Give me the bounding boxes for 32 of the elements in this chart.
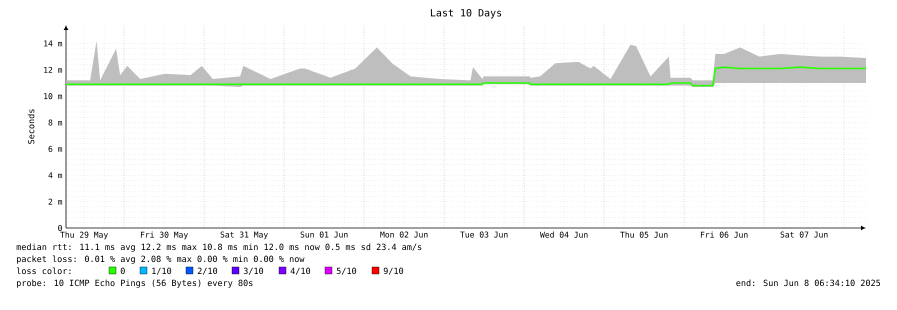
x-tick-label: Fri 30 May	[140, 232, 188, 240]
x-tick-label: Sun 01 Jun	[300, 232, 348, 238]
text: loss color:	[16, 267, 70, 274]
y-tick-label: 0	[58, 224, 62, 232]
text: probe: 10 ICMP Echo Pings (56 Bytes) every 80s	[17, 280, 252, 288]
y-tick-label: 10 m	[44, 93, 62, 100]
legend-label: 2/10	[198, 268, 218, 275]
legend-label: 0	[120, 268, 125, 274]
y-tick-label: 14 m	[44, 40, 62, 46]
y-tick-label: 6 m	[48, 146, 62, 152]
y-tick-label: 12 m	[44, 66, 62, 73]
y-tick-label: 2 m	[48, 198, 62, 205]
x-tick-label: Sat 31 May	[220, 232, 268, 240]
x-tick-label: Thu 29 May	[60, 232, 108, 240]
chart-title: Last 10 Days	[430, 8, 502, 18]
x-tick-label: Tue 03 Jun	[460, 232, 508, 238]
x-tick-label: Wed 04 Jun	[540, 232, 588, 238]
x-tick-label: Mon 02 Jun	[380, 232, 428, 238]
legend-label: 1/10	[152, 268, 172, 275]
y-axis-title: Seconds	[28, 109, 34, 144]
legend-label: 5/10	[336, 268, 356, 275]
x-tick-label: Thu 05 Jun	[620, 232, 668, 238]
legend-label: 9/10	[384, 268, 404, 275]
text: end: Sun Jun 8 06:34:10 2025	[736, 280, 880, 286]
legend-label: 3/10	[244, 268, 264, 275]
y-tick-label: 8 m	[48, 120, 62, 126]
x-tick-label: Sat 07 Jun	[780, 232, 828, 238]
y-tick-label: 4 m	[48, 172, 62, 178]
text: packet loss: 0.01 % avg 2.08 % max 0.00 % min 0.00 % now	[17, 255, 304, 264]
legend-label: 4/10	[290, 268, 310, 275]
text: median rtt: 11.1 ms avg 12.2 ms max 10.8 ms min 12.0 ms now 0.5 ms sd 23.4 am/s	[16, 244, 422, 252]
x-tick-label: Fri 06 Jun	[700, 232, 748, 238]
